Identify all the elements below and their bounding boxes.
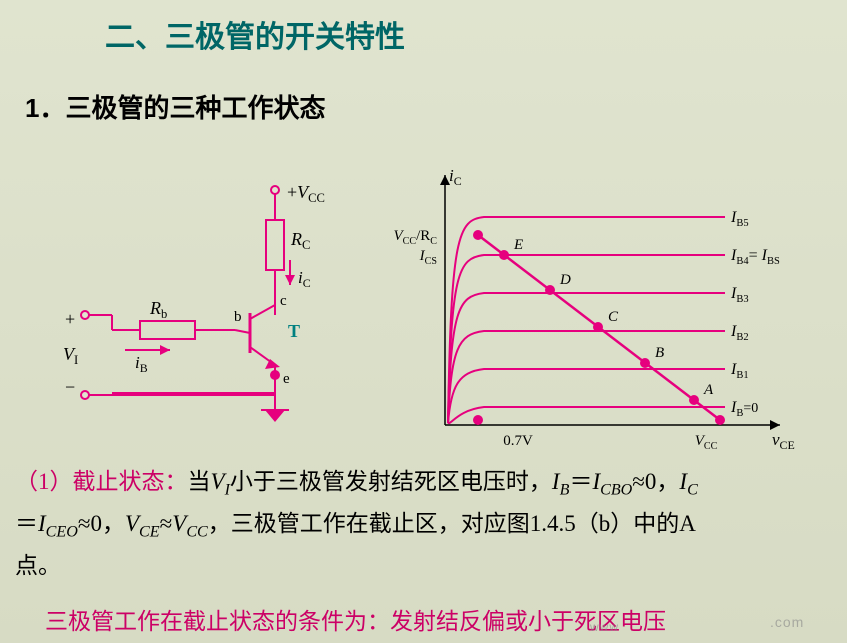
svg-text:D: D bbox=[559, 272, 571, 288]
svg-text:IB3: IB3 bbox=[730, 285, 749, 305]
svg-text:IB4= IBS: IB4= IBS bbox=[730, 247, 780, 267]
svg-text:IB5: IB5 bbox=[730, 209, 749, 229]
svg-text:B: B bbox=[655, 345, 664, 361]
svg-text:0.7V: 0.7V bbox=[503, 433, 533, 449]
svg-text:IB=0: IB=0 bbox=[730, 399, 758, 419]
svg-text:ICS: ICS bbox=[419, 248, 437, 267]
footer-condition: 三极管工作在截止状态的条件为：发射结反偏或小于死区电压 bbox=[45, 602, 666, 636]
watermark-right: .com bbox=[770, 614, 804, 630]
watermark-left: www bbox=[590, 620, 619, 634]
svg-text:C: C bbox=[608, 309, 619, 325]
svg-text:VCC/RC: VCC/RC bbox=[393, 228, 437, 247]
slide-root: 二、三极管的开关特性 1．三极管的三种工作状态 +VCCRCiCRbiB+VI−… bbox=[0, 0, 847, 643]
svg-text:IB1: IB1 bbox=[730, 361, 749, 381]
svg-text:vCE: vCE bbox=[772, 430, 795, 452]
svg-text:IB2: IB2 bbox=[730, 323, 749, 343]
svg-text:VCC: VCC bbox=[695, 433, 718, 452]
svg-text:E: E bbox=[513, 237, 523, 253]
paragraph-body: （1）截止状态：当VI小于三极管发射结死区电压时，IB＝ICBO≈0，IC＝IC… bbox=[15, 462, 835, 585]
svg-text:A: A bbox=[703, 382, 714, 398]
svg-text:iC: iC bbox=[449, 166, 462, 188]
